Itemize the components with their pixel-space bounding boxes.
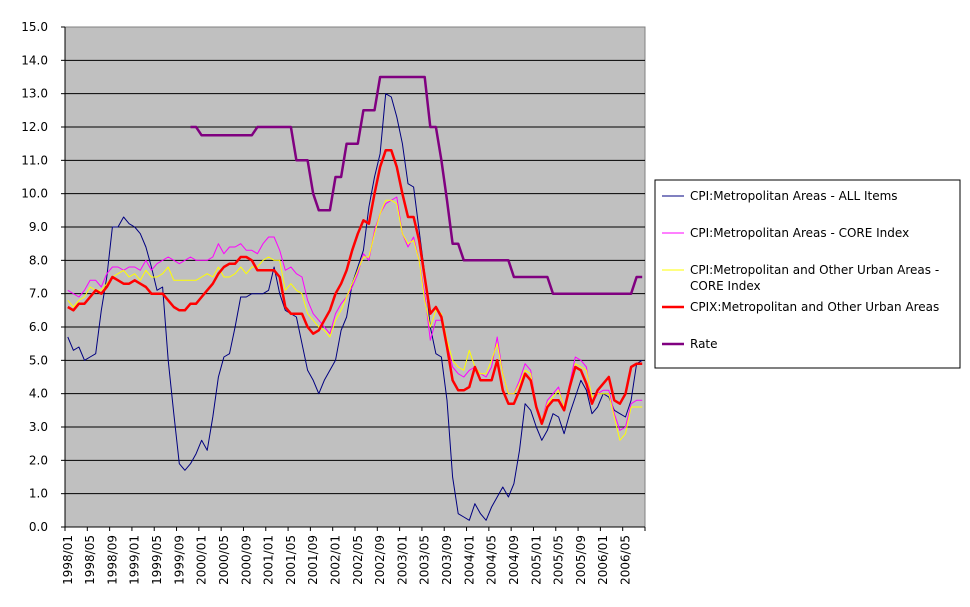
legend-label: CORE Index — [690, 279, 761, 293]
x-tick-label: 2005/09 — [574, 535, 588, 585]
legend-label: CPIX:Metropolitan and Other Urban Areas — [690, 300, 939, 314]
gridlines — [65, 59, 645, 495]
series-line-3 — [67, 149, 643, 425]
x-tick-label: 2001/01 — [262, 535, 276, 585]
x-tick-label: 1999/09 — [172, 535, 186, 585]
x-tick-label: 2004/09 — [507, 535, 521, 585]
x-tick-label: 2000/09 — [239, 535, 253, 585]
x-tick-label: 2000/05 — [217, 535, 231, 585]
series-line-1 — [67, 196, 643, 431]
x-tick-label: 2003/01 — [395, 535, 409, 585]
legend-label: CPI:Metropolitan Areas - ALL Items — [690, 189, 898, 203]
x-tick-label: 1998/09 — [105, 535, 119, 585]
x-tick-label: 2003/05 — [418, 535, 432, 585]
y-tick-label: 4.0 — [29, 387, 48, 401]
x-tick-label: 2002/09 — [373, 535, 387, 585]
x-tick-label: 2005/05 — [552, 535, 566, 585]
y-tick-label: 15.0 — [21, 20, 48, 34]
x-tick-label: 1998/01 — [61, 535, 75, 585]
x-tick-label: 2004/01 — [462, 535, 476, 585]
series-line-0 — [67, 93, 643, 521]
y-tick-label: 2.0 — [29, 453, 48, 467]
x-tick-label: 2000/01 — [195, 535, 209, 585]
x-tick-label: 2001/05 — [284, 535, 298, 585]
x-tick-label: 2005/01 — [529, 535, 543, 585]
y-tick-label: 0.0 — [29, 520, 48, 534]
y-tick-label: 10.0 — [21, 187, 48, 201]
x-tick-label: 2004/05 — [485, 535, 499, 585]
legend: CPI:Metropolitan Areas - ALL Items CPI:Me… — [654, 179, 961, 369]
series-lines — [67, 75, 643, 521]
y-tick-label: 3.0 — [29, 420, 48, 434]
y-axis: 0.0 1.0 2.0 3.0 4.0 5.0 6.0 7.0 8.0 9.0 10.0 11.0 12… — [21, 20, 66, 534]
y-tick-label: 8.0 — [29, 253, 48, 267]
legend-label: CPI:Metropolitan Areas - CORE Index — [690, 226, 909, 240]
y-tick-label: 7.0 — [29, 287, 48, 301]
x-tick-label: 1998/05 — [83, 535, 97, 585]
x-tick-label: 2006/05 — [618, 535, 632, 585]
y-tick-label: 12.0 — [21, 120, 48, 134]
y-tick-label: 9.0 — [29, 220, 48, 234]
y-tick-label: 13.0 — [21, 87, 48, 101]
x-tick-label: 1999/01 — [128, 535, 142, 585]
y-tick-label: 1.0 — [29, 487, 48, 501]
x-tick-label: 2002/05 — [351, 535, 365, 585]
series-line-4 — [190, 75, 643, 295]
y-tick-label: 11.0 — [21, 153, 48, 167]
x-tick-label: 2001/09 — [306, 535, 320, 585]
x-tick-label: 2002/01 — [328, 535, 342, 585]
x-tick-label: 2003/09 — [440, 535, 454, 585]
legend-label: Rate — [690, 337, 718, 351]
x-tick-label: 1999/05 — [150, 535, 164, 585]
y-tick-label: 5.0 — [29, 353, 48, 367]
y-tick-label: 14.0 — [21, 53, 48, 67]
y-tick-label: 6.0 — [29, 320, 48, 334]
x-axis: 1998/01 1998/05 1998/09 1999/01 1999/05 1999/… — [61, 526, 646, 585]
x-tick-label: 2006/01 — [596, 535, 610, 585]
legend-label: CPI:Metropolitan and Other Urban Areas - — [690, 263, 939, 277]
legend-box — [654, 179, 961, 369]
